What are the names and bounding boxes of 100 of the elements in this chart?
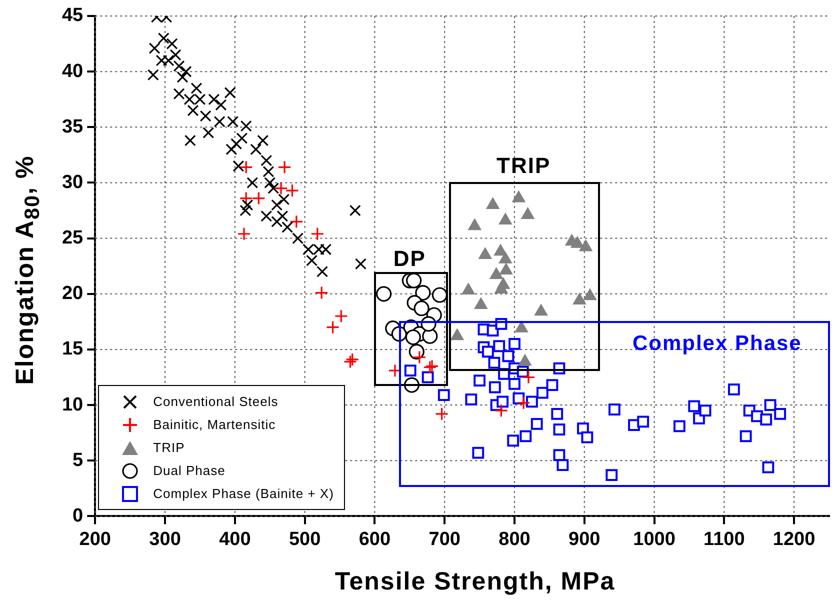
- point: [376, 286, 392, 302]
- point: [608, 404, 620, 416]
- point: [546, 379, 558, 391]
- annotation: TRIP: [496, 153, 551, 180]
- point: [240, 120, 252, 132]
- point: [271, 216, 283, 228]
- point: [252, 191, 266, 206]
- point: [239, 160, 253, 174]
- point: [415, 284, 431, 301]
- point: [200, 110, 212, 122]
- legend-label: TRIP: [153, 440, 185, 456]
- point: [405, 329, 421, 346]
- point: [673, 420, 686, 432]
- point: [354, 258, 366, 270]
- x-tick-label: 800: [498, 528, 530, 550]
- point: [530, 418, 543, 430]
- point: [606, 469, 618, 482]
- point: [306, 254, 318, 266]
- point: [422, 328, 438, 344]
- point: [762, 461, 774, 474]
- point: [637, 416, 650, 428]
- point: [166, 38, 178, 50]
- x-tick-label: 500: [288, 528, 321, 550]
- point: [278, 194, 290, 206]
- legend-label: Dual Phase: [153, 463, 226, 478]
- point: [184, 94, 196, 106]
- point: [237, 227, 251, 241]
- point: [224, 86, 236, 98]
- x-tick-label: 1000: [633, 528, 676, 550]
- point: [326, 320, 340, 334]
- x-tick-label: 200: [79, 528, 111, 550]
- point: [507, 434, 520, 447]
- x-tick-label: 600: [358, 528, 391, 550]
- point: [522, 370, 536, 384]
- y-tick-label: 30: [62, 172, 84, 193]
- point: [274, 181, 288, 196]
- point: [740, 430, 752, 442]
- x-tick-label: 1100: [704, 528, 745, 550]
- point: [302, 244, 314, 256]
- point: [260, 210, 272, 222]
- point: [250, 144, 262, 156]
- point: [728, 384, 740, 396]
- point: [202, 126, 214, 138]
- point: [556, 459, 569, 472]
- point: [313, 244, 325, 256]
- point: [268, 182, 280, 194]
- point: [699, 404, 712, 417]
- y-tick-label: 0: [72, 505, 84, 526]
- point: [236, 132, 248, 144]
- point: [173, 60, 185, 72]
- y-tick-label: 15: [62, 338, 84, 360]
- point: [496, 396, 509, 408]
- point: [774, 408, 786, 420]
- y-tick-label: 5: [72, 450, 84, 471]
- point: [292, 232, 304, 244]
- point: [349, 204, 361, 216]
- y-tick-label: 45: [62, 5, 84, 26]
- point: [282, 221, 294, 233]
- point: [214, 116, 226, 128]
- point: [187, 104, 199, 116]
- point: [285, 184, 300, 198]
- point: [230, 138, 242, 150]
- annotation: Complex Phase: [632, 332, 802, 356]
- point: [156, 54, 168, 66]
- point: [520, 430, 532, 442]
- point: [316, 266, 328, 278]
- point: [404, 364, 416, 377]
- point: [536, 386, 548, 399]
- point: [184, 134, 196, 146]
- point: [162, 54, 174, 66]
- point: [147, 69, 159, 81]
- point: [432, 287, 448, 303]
- point: [422, 371, 434, 384]
- point: [414, 300, 430, 316]
- point: [271, 199, 283, 211]
- point: [173, 88, 185, 100]
- y-tick-label: 25: [62, 228, 84, 249]
- point: [310, 227, 324, 241]
- point: [553, 424, 566, 436]
- point: [508, 338, 520, 350]
- point: [242, 199, 254, 211]
- point: [346, 352, 360, 366]
- point: [474, 374, 486, 387]
- point: [232, 160, 244, 172]
- point: [226, 144, 238, 156]
- x-tick-label: 300: [149, 528, 181, 550]
- x-axis-title: Tensile Strength, MPa: [334, 568, 616, 596]
- y-tick-label: 10: [62, 394, 84, 416]
- point: [688, 400, 700, 412]
- point: [465, 394, 478, 406]
- point: [239, 191, 253, 206]
- x-tick-label: 400: [219, 528, 251, 550]
- point: [488, 381, 501, 394]
- x-tick-label: 700: [428, 528, 460, 550]
- point: [494, 404, 508, 418]
- point: [343, 354, 358, 368]
- y-tick-label: 20: [62, 283, 84, 304]
- point: [760, 414, 772, 426]
- point: [314, 286, 328, 300]
- point: [208, 94, 220, 106]
